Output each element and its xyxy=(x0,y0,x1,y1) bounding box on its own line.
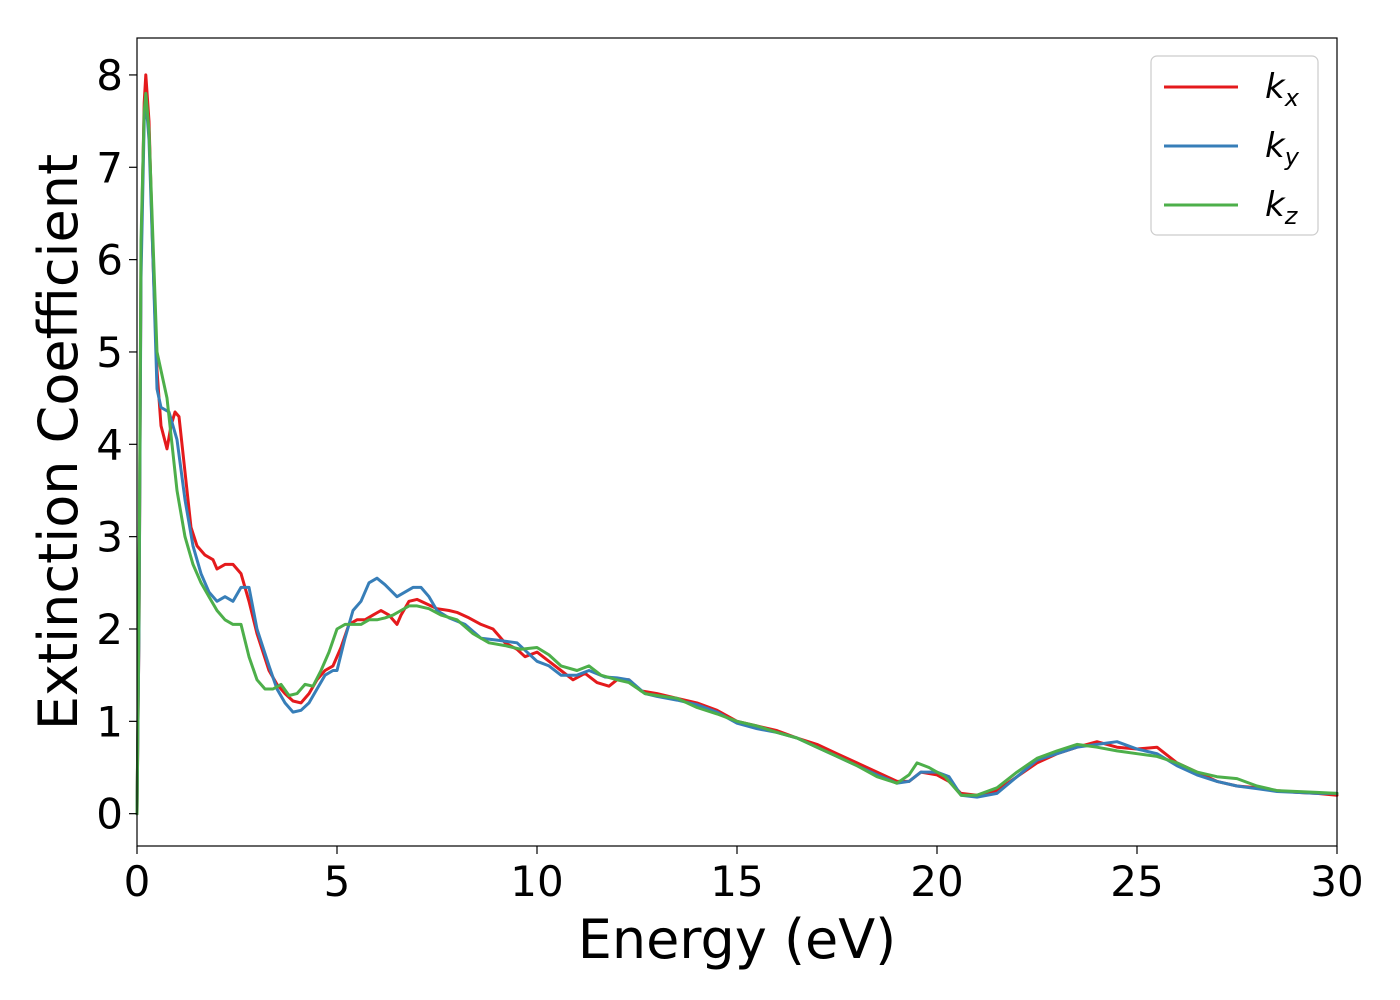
y-axis-ticks: 0 1 2 3 4 5 6 7 8 xyxy=(96,51,137,839)
y-tick-label: 3 xyxy=(96,513,123,562)
x-axis-title: Energy (eV) xyxy=(578,908,897,971)
y-tick-label: 1 xyxy=(96,697,123,746)
x-axis-ticks: 0 5 10 15 20 25 30 xyxy=(124,846,1364,906)
y-axis-title: Extinction Coefficient xyxy=(27,154,90,730)
y-tick-label: 2 xyxy=(96,605,123,654)
x-tick-label: 15 xyxy=(710,857,763,906)
y-tick-label: 4 xyxy=(96,420,123,469)
x-tick-label: 0 xyxy=(124,857,151,906)
y-tick-label: 5 xyxy=(96,328,123,377)
x-tick-label: 20 xyxy=(910,857,963,906)
y-tick-label: 7 xyxy=(96,143,123,192)
y-tick-label: 0 xyxy=(96,790,123,839)
series-line-y xyxy=(135,96,1339,816)
y-tick-label: 6 xyxy=(96,236,123,285)
x-tick-label: 25 xyxy=(1110,857,1163,906)
legend-label-y: ky xyxy=(1265,126,1300,171)
series-group xyxy=(135,73,1339,816)
legend: kx ky kz xyxy=(1150,55,1319,236)
x-tick-label: 30 xyxy=(1310,857,1363,906)
legend-label-x: kx xyxy=(1265,67,1300,112)
x-tick-label: 10 xyxy=(510,857,563,906)
series-line-z xyxy=(135,91,1339,816)
legend-label-z: kz xyxy=(1265,185,1299,230)
x-tick-label: 5 xyxy=(324,857,351,906)
y-tick-label: 8 xyxy=(96,51,123,100)
